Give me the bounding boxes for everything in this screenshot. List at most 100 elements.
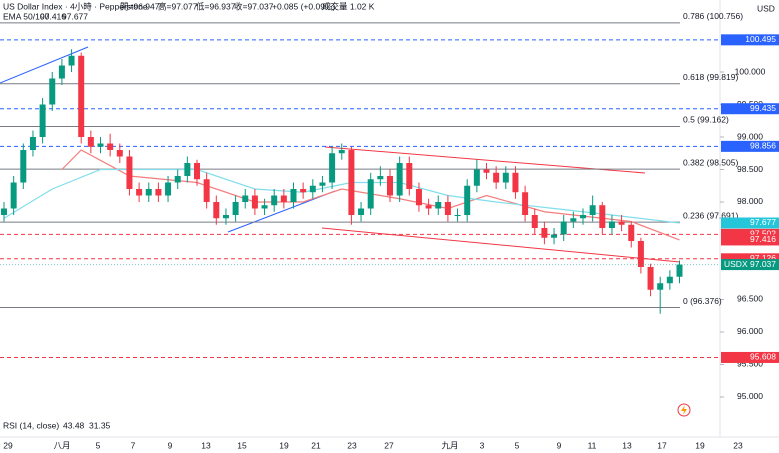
level-tag xyxy=(721,140,779,152)
candle-body xyxy=(20,150,27,183)
x-tick-label: 13 xyxy=(622,440,632,450)
candle-body xyxy=(174,176,181,183)
candle-body xyxy=(454,214,461,216)
level-tag-label: 97.126 xyxy=(750,253,776,263)
candle-body xyxy=(628,224,635,241)
ema-tag-label: 97.416 xyxy=(750,234,776,244)
candle-body xyxy=(280,195,287,202)
event-icon[interactable] xyxy=(677,403,691,417)
x-tick-label: 19 xyxy=(279,440,289,450)
header-ohlc: 開=96.947 xyxy=(120,1,160,11)
candle-body xyxy=(570,218,577,222)
candle-body xyxy=(184,163,191,176)
candle-body xyxy=(435,201,442,209)
header-ohlc: +0.085 (+0.09%) xyxy=(272,1,335,11)
candle-body xyxy=(657,283,664,290)
candle-body xyxy=(107,143,114,151)
candle-body xyxy=(396,163,403,196)
y-tick-label: 96.000 xyxy=(737,326,763,336)
symbol-tag: USDX xyxy=(724,259,748,269)
candle-body xyxy=(319,182,326,186)
x-tick-label: 3 xyxy=(480,440,485,450)
candle-body xyxy=(242,195,249,202)
rsi-value: 43.48 xyxy=(63,420,85,430)
candle-body xyxy=(425,205,432,209)
candle-body xyxy=(97,143,104,147)
candle-body xyxy=(502,172,509,183)
price-tag-label: 97.037 xyxy=(750,259,776,269)
trendline xyxy=(324,146,646,174)
candle-body xyxy=(261,205,268,209)
candle-body xyxy=(145,188,152,196)
fib-label: 0.618 (99.819) xyxy=(683,72,738,82)
candle-body xyxy=(271,195,278,206)
candle-body xyxy=(49,78,56,105)
candle-body xyxy=(136,188,143,196)
candle-body xyxy=(387,176,393,196)
candle-body xyxy=(126,156,133,189)
rsi-legend: RSI (14, close) xyxy=(3,420,59,430)
x-tick-label: 13 xyxy=(201,440,211,450)
level-tag xyxy=(721,351,779,363)
x-tick-label: 5 xyxy=(515,440,520,450)
ema-tag xyxy=(721,234,779,246)
candle-body xyxy=(473,169,480,186)
currency: USD xyxy=(757,3,775,13)
candle-body xyxy=(618,221,625,225)
candle-body xyxy=(589,205,596,215)
level-tag xyxy=(721,228,779,240)
candle-body xyxy=(599,205,606,228)
trendline xyxy=(321,227,681,263)
fib-label: 0.382 (98.505) xyxy=(683,157,738,167)
ema-legend: EMA 50/100 xyxy=(3,11,50,21)
candle-body xyxy=(464,185,471,215)
candle-body xyxy=(290,188,297,202)
y-tick-label: 95.500 xyxy=(737,359,763,369)
candle-body xyxy=(10,182,17,209)
fib-label: 0.236 (97.691) xyxy=(683,210,738,220)
candle-body xyxy=(194,163,200,180)
level-tag-label: 100.495 xyxy=(745,34,776,44)
candle-body xyxy=(531,214,538,228)
candle-body xyxy=(165,182,172,196)
x-tick-label: 9 xyxy=(557,440,562,450)
candle-body xyxy=(29,137,36,151)
candle-body xyxy=(483,169,490,173)
header-title: US Dollar Index · 4小時 · Pepperstone xyxy=(3,1,148,11)
candle-body xyxy=(39,104,46,138)
fib-label: 0.5 (99.162) xyxy=(683,115,729,125)
candle-body xyxy=(232,201,239,215)
x-tick-label: 九月 xyxy=(441,440,458,450)
level-tag-label: 99.435 xyxy=(750,103,776,113)
fib-label: 0 (96.376) xyxy=(683,296,722,306)
x-tick-label: 7 xyxy=(131,440,136,450)
ema-tag xyxy=(721,217,779,229)
y-tick-label: 99.000 xyxy=(737,131,763,141)
y-tick-label: 96.500 xyxy=(737,294,763,304)
candle-body xyxy=(608,221,615,228)
candle-body xyxy=(116,150,123,157)
candle-body xyxy=(580,214,586,219)
x-tick-label: 9 xyxy=(168,440,173,450)
level-tag xyxy=(721,103,779,115)
x-tick-label: 29 xyxy=(3,440,13,450)
candle-body xyxy=(155,188,162,196)
x-tick-label: 21 xyxy=(311,440,321,450)
x-tick-label: 23 xyxy=(347,440,357,450)
candle-body xyxy=(637,240,644,267)
x-tick-label: 23 xyxy=(733,440,743,450)
level-tag xyxy=(721,253,779,265)
y-tick-label: 98.000 xyxy=(737,196,763,206)
x-tick-label: 19 xyxy=(695,440,705,450)
ema-legend-value: 97.677 xyxy=(62,11,88,21)
candle-body xyxy=(87,137,94,147)
y-tick-label: 98.500 xyxy=(737,164,763,174)
candle-body xyxy=(551,234,558,238)
ema-line xyxy=(3,168,680,224)
header-ohlc: 低=96.937 xyxy=(196,1,236,11)
header-ohlc: 收=97.037 xyxy=(234,1,274,11)
candle-body xyxy=(512,172,519,193)
x-tick-label: 27 xyxy=(384,440,394,450)
candle-body xyxy=(493,172,500,183)
